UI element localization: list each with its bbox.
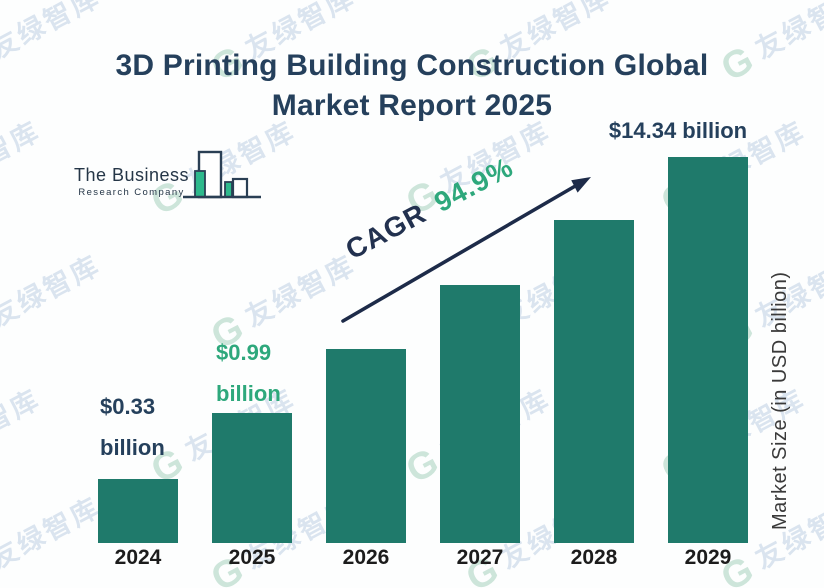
x-tick-2029: 2029 xyxy=(684,546,732,569)
watermark-text: 友绿智库 xyxy=(0,249,106,333)
watermark-text: 友绿智库 xyxy=(750,0,824,65)
value-label-2025-line2: billion xyxy=(216,381,281,406)
watermark-text: 友绿智库 xyxy=(0,115,46,199)
bar-chart-logo-icon xyxy=(183,150,262,199)
value-label-2024: $0.33 billion xyxy=(100,386,165,468)
value-label-2025: $0.99 billion xyxy=(216,332,281,414)
cagr-label: CAGR xyxy=(340,197,432,266)
x-tick-2028: 2028 xyxy=(570,546,618,569)
bar-2029 xyxy=(668,157,748,543)
value-label-2025-line1: $0.99 xyxy=(216,340,272,365)
x-tick-2027: 2027 xyxy=(456,546,504,569)
bar-2028 xyxy=(554,220,634,543)
g-logo-icon: G xyxy=(399,440,446,492)
watermark-text: 友绿智库 xyxy=(0,0,106,65)
bar-2027 xyxy=(440,285,520,543)
cagr-annotation: CAGR94.9% xyxy=(340,151,518,266)
logo-line2: Research Company xyxy=(78,187,185,198)
watermark-text: 友绿智库 xyxy=(0,383,46,467)
watermark-text: 友绿智库 xyxy=(240,249,361,333)
x-tick-2025: 2025 xyxy=(228,546,276,569)
value-label-2024-line2: billion xyxy=(100,435,165,460)
value-label-2029: $14.34 billion xyxy=(608,118,748,143)
x-tick-2024: 2024 xyxy=(114,546,162,569)
page-title: 3D Printing Building Construction Global… xyxy=(115,49,709,122)
cagr-value: 94.9% xyxy=(429,151,519,219)
logo-line1: The Business xyxy=(74,165,190,185)
watermark-text: 友绿智库 xyxy=(0,491,106,575)
bar-2026 xyxy=(326,349,406,543)
tbrc-logo-text: The Business Research Company xyxy=(74,165,189,202)
bar-2025 xyxy=(212,413,292,543)
x-tick-2026: 2026 xyxy=(342,546,390,569)
value-label-2024-line1: $0.33 xyxy=(100,394,156,419)
tbrc-logo: The Business Research Company xyxy=(74,148,262,202)
bar-2024 xyxy=(98,479,178,543)
y-axis-label: Market Size (in USD billion) xyxy=(769,271,791,531)
